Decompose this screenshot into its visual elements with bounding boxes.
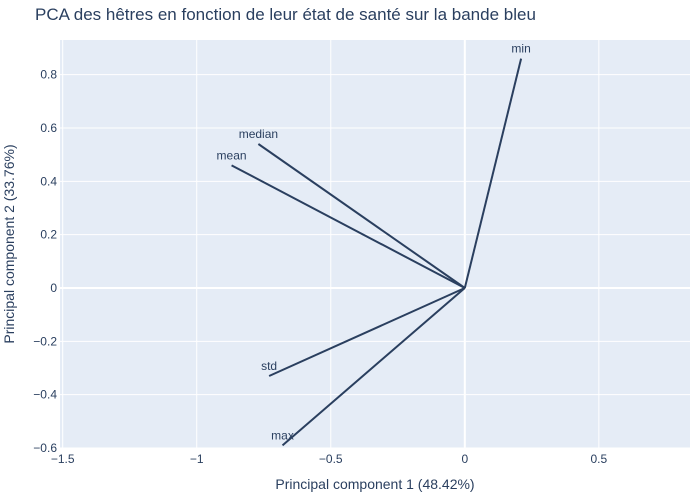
loading-label-median: median <box>239 127 278 141</box>
loading-vector-max <box>281 287 466 447</box>
y-tick-label: 0.2 <box>40 228 57 242</box>
x-axis-title: Principal component 1 (48.42%) <box>275 476 474 492</box>
x-tick-label: −1.5 <box>51 452 75 466</box>
y-axis-title: Principal component 2 (33.76%) <box>1 144 17 343</box>
loading-label-max: max <box>271 428 294 442</box>
y-axis-ticks: −0.6 −0.4 −0.2 0 0.2 0.4 0.6 0.8 <box>33 68 57 455</box>
loading-vector-std <box>268 287 466 377</box>
loading-vectors: min median mean std max <box>217 42 531 447</box>
x-tick-label: 0 <box>461 452 468 466</box>
y-tick-label: −0.4 <box>33 388 57 402</box>
gridlines <box>60 40 690 449</box>
plot-area <box>60 40 690 448</box>
y-tick-label: 0.4 <box>40 174 57 188</box>
y-tick-label: 0.6 <box>40 121 57 135</box>
x-tick-label: −1 <box>190 452 204 466</box>
y-tick-label: −0.2 <box>33 334 57 348</box>
y-tick-label: −0.6 <box>33 441 57 455</box>
loading-label-min: min <box>511 42 530 56</box>
x-tick-label: −0.5 <box>319 452 343 466</box>
chart-title: PCA des hêtres en fonction de leur état … <box>35 5 536 24</box>
loading-vector-min <box>463 58 523 289</box>
loading-label-mean: mean <box>217 148 247 162</box>
x-axis-ticks: −1.5 −1 −0.5 0 0.5 <box>51 452 608 466</box>
loading-vector-mean <box>231 164 466 289</box>
loading-vector-median <box>257 143 466 289</box>
x-tick-label: 0.5 <box>591 452 608 466</box>
y-tick-label: 0.8 <box>40 68 57 82</box>
y-tick-label: 0 <box>50 281 57 295</box>
loading-label-std: std <box>261 359 277 373</box>
